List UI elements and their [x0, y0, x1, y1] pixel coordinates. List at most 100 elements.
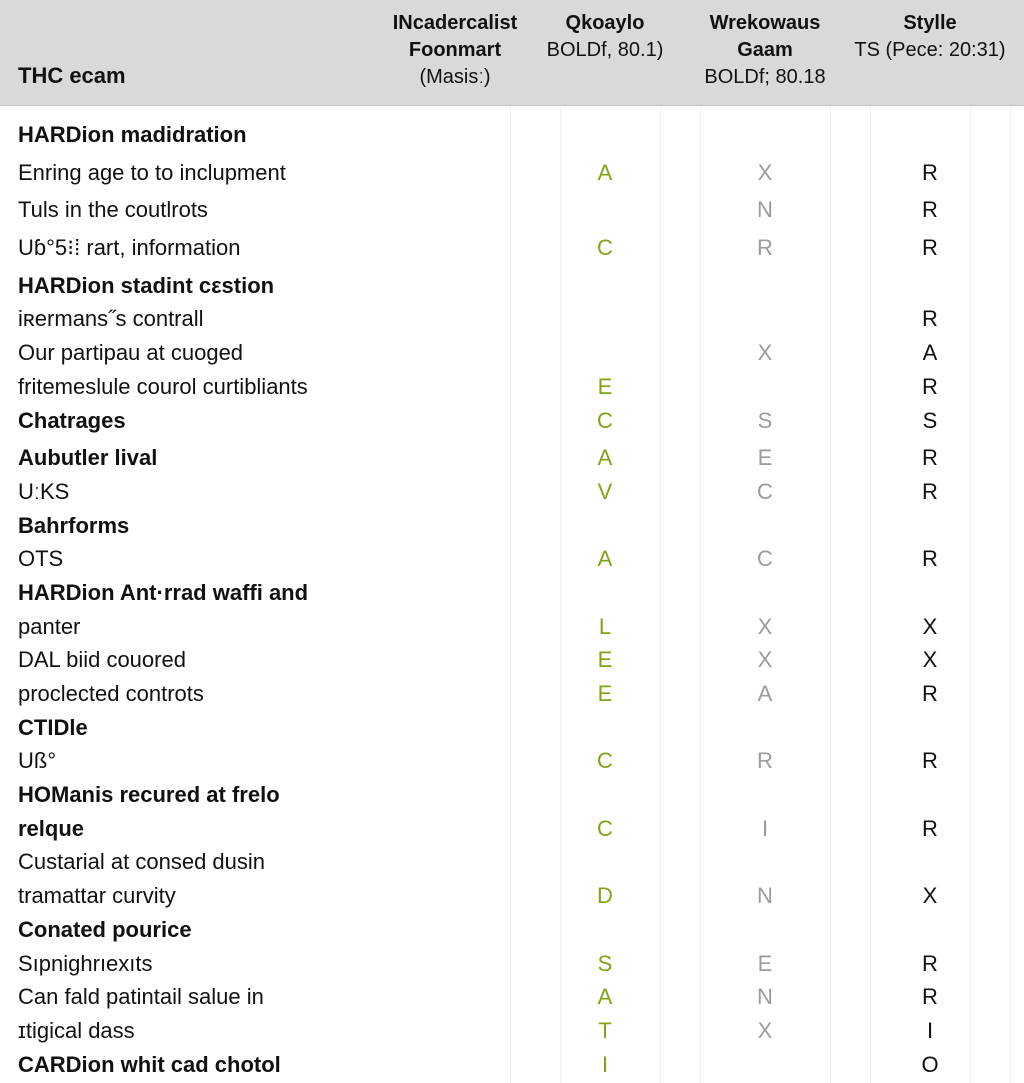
- cell-qkoaylo: A: [530, 544, 680, 574]
- cell-qkoaylo: I: [530, 1050, 680, 1080]
- grid-line: [830, 106, 831, 1083]
- col-header-line: Gaam: [680, 37, 850, 64]
- col-header-1: INcadercalist Foonmart (Masisː): [380, 10, 530, 91]
- cell-wrekowaus: R: [680, 746, 850, 776]
- cell-qkoaylo: A: [530, 982, 680, 1012]
- table-body: HARDion madidrationEnring age to to incl…: [0, 106, 1024, 1083]
- cell-qkoaylo: C: [530, 746, 680, 776]
- col-header-line: Qkoaylo: [530, 10, 680, 37]
- row-label: Custarial at consed dusin: [0, 847, 380, 877]
- cell-qkoaylo: C: [530, 814, 680, 844]
- col-header-line: BOLDf; 80.18: [680, 64, 850, 91]
- cell-stylle: R: [850, 982, 1010, 1012]
- grid-line: [700, 106, 701, 1083]
- cell-wrekowaus: N: [680, 982, 850, 1012]
- cell-qkoaylo: E: [530, 645, 680, 675]
- cell-wrekowaus: N: [680, 195, 850, 225]
- cell-qkoaylo: E: [530, 679, 680, 709]
- cell-stylle: X: [850, 645, 1010, 675]
- row-label: OTS: [0, 544, 380, 574]
- cell-stylle: X: [850, 881, 1010, 911]
- row-label: panter: [0, 612, 380, 642]
- cell-stylle: R: [850, 679, 1010, 709]
- cell-wrekowaus: C: [680, 544, 850, 574]
- cell-stylle: R: [850, 443, 1010, 473]
- cell-stylle: R: [850, 949, 1010, 979]
- grid-line: [970, 106, 971, 1083]
- cell-stylle: A: [850, 338, 1010, 368]
- cell-stylle: R: [850, 814, 1010, 844]
- row-label: CARDion whit cad chotol: [0, 1050, 380, 1080]
- row-label: Enring age to to inclupment: [0, 158, 380, 188]
- cell-stylle: I: [850, 1016, 1010, 1046]
- comparison-table: THC ecam INcadercalist Foonmart (Masisː)…: [0, 0, 1024, 1083]
- cell-stylle: R: [850, 372, 1010, 402]
- row-label: Tuls in the coutlrots: [0, 195, 380, 225]
- cell-qkoaylo: V: [530, 477, 680, 507]
- row-label: Sıpnighrıexıts: [0, 949, 380, 979]
- cell-qkoaylo: E: [530, 372, 680, 402]
- col-header-line: BOLDf, 80.1): [530, 37, 680, 64]
- row-header-label: THC ecam: [0, 61, 380, 91]
- cell-qkoaylo: T: [530, 1016, 680, 1046]
- cell-wrekowaus: R: [680, 233, 850, 263]
- cell-wrekowaus: X: [680, 612, 850, 642]
- cell-stylle: R: [850, 477, 1010, 507]
- cell-qkoaylo: A: [530, 443, 680, 473]
- row-label: Bahrforms: [0, 511, 380, 541]
- col-header-line: TS (Pece: 20:31): [850, 37, 1010, 64]
- cell-stylle: R: [850, 158, 1010, 188]
- cell-qkoaylo: C: [530, 406, 680, 436]
- cell-wrekowaus: E: [680, 949, 850, 979]
- cell-qkoaylo: D: [530, 881, 680, 911]
- row-label: HARDion Ant·rrad waffi and: [0, 578, 380, 608]
- cell-wrekowaus: X: [680, 1016, 850, 1046]
- cell-qkoaylo: L: [530, 612, 680, 642]
- cell-wrekowaus: C: [680, 477, 850, 507]
- row-label: HOManis recured at frelo: [0, 780, 380, 810]
- row-label: HARDion stadint cεstion: [0, 271, 380, 301]
- row-label: fritemeslule courol curtibliants: [0, 372, 380, 402]
- col-header-line: Foonmart: [380, 37, 530, 64]
- grid-line: [870, 106, 871, 1083]
- cell-wrekowaus: I: [680, 814, 850, 844]
- row-label: Our partipau at cuoged: [0, 338, 380, 368]
- row-label: Conated pourice: [0, 915, 380, 945]
- row-label: relque: [0, 814, 380, 844]
- table-header: THC ecam INcadercalist Foonmart (Masisː)…: [0, 0, 1024, 106]
- cell-stylle: R: [850, 544, 1010, 574]
- cell-stylle: X: [850, 612, 1010, 642]
- grid-line: [660, 106, 661, 1083]
- cell-wrekowaus: A: [680, 679, 850, 709]
- col-header-line: Stylle: [850, 10, 1010, 37]
- cell-stylle: R: [850, 304, 1010, 334]
- row-label: Uɓ°5⁝⁞ rart, information: [0, 233, 380, 263]
- row-label: ɪtigical dass: [0, 1016, 380, 1046]
- cell-stylle: R: [850, 195, 1010, 225]
- cell-wrekowaus: X: [680, 158, 850, 188]
- col-header-2: Qkoaylo BOLDf, 80.1): [530, 10, 680, 64]
- cell-wrekowaus: S: [680, 406, 850, 436]
- cell-wrekowaus: N: [680, 881, 850, 911]
- grid-line: [510, 106, 511, 1083]
- cell-stylle: R: [850, 233, 1010, 263]
- grid-line: [560, 106, 561, 1083]
- cell-stylle: O: [850, 1050, 1010, 1080]
- row-label: DAL biid couored: [0, 645, 380, 675]
- cell-qkoaylo: A: [530, 158, 680, 188]
- cell-wrekowaus: X: [680, 338, 850, 368]
- row-label: UːKS: [0, 477, 380, 507]
- col-header-4: Stylle TS (Pece: 20:31): [850, 10, 1010, 64]
- cell-stylle: R: [850, 746, 1010, 776]
- row-label: Can fald patintail salue in: [0, 982, 380, 1012]
- row-label: CTIDle: [0, 713, 380, 743]
- grid-line: [1010, 106, 1011, 1083]
- cell-qkoaylo: S: [530, 949, 680, 979]
- col-header-line: INcadercalist: [380, 10, 530, 37]
- cell-qkoaylo: C: [530, 233, 680, 263]
- col-header-line: Wrekowaus: [680, 10, 850, 37]
- row-label: Aubutler lival: [0, 443, 380, 473]
- col-header-line: (Masisː): [380, 64, 530, 91]
- cell-wrekowaus: E: [680, 443, 850, 473]
- row-label: Chatrages: [0, 406, 380, 436]
